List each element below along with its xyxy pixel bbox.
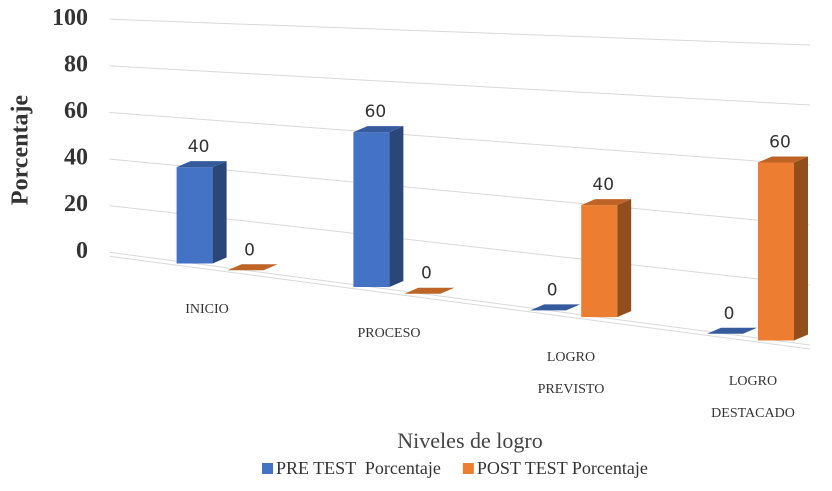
bar (581, 199, 632, 318)
legend-label: POST TEST Porcentaje (477, 458, 648, 478)
grid-line (109, 18, 811, 46)
bar (530, 304, 581, 311)
x-tick-label: LOGRO DESTACADO (711, 374, 795, 421)
data-label: 0 (724, 304, 735, 324)
grid-line (109, 251, 811, 346)
y-tick-label: 100 (52, 5, 88, 31)
bar-face (617, 199, 632, 318)
y-tick-label: 40 (64, 145, 88, 171)
y-tick-label: 60 (64, 98, 88, 124)
data-label: 60 (769, 132, 791, 152)
x-tick-label: LOGRO PREVISTO (537, 350, 605, 397)
x-tick-label: INICIO (185, 302, 229, 317)
bar (176, 161, 227, 264)
data-label: 0 (244, 240, 255, 260)
bar-face (758, 156, 808, 163)
y-tick-label: 0 (76, 238, 88, 264)
data-label: 40 (592, 175, 614, 195)
floor-edge (109, 255, 811, 350)
legend-label: PRE TEST Porcentaje (276, 458, 441, 478)
bar-face (353, 132, 390, 287)
bar-face (581, 205, 618, 318)
bar-face (176, 167, 213, 264)
bar-face (212, 161, 227, 264)
bar-face (227, 264, 278, 271)
bar (227, 264, 278, 271)
grid-line (109, 65, 811, 106)
legend-swatch (462, 463, 474, 474)
data-label: 40 (188, 137, 210, 157)
data-label: 0 (547, 280, 558, 300)
bar (404, 287, 455, 294)
x-axis-title: Niveles de logro (397, 428, 542, 453)
bar (707, 327, 757, 334)
y-tick-label: 20 (64, 191, 88, 217)
bar-face (758, 162, 794, 341)
y-tick-label: 80 (64, 51, 88, 77)
y-axis-title: Porcentaje (8, 95, 34, 206)
bar-face (353, 126, 404, 133)
legend-swatch (262, 463, 273, 474)
grid-line (109, 111, 811, 166)
bar-face (404, 287, 455, 294)
bar-face (794, 156, 808, 341)
bar-face (530, 304, 581, 311)
bar-face (581, 199, 632, 206)
bar-face (389, 126, 404, 287)
bar-face (707, 327, 757, 334)
data-label: 0 (421, 264, 432, 284)
bar (353, 126, 404, 287)
bar (758, 156, 808, 341)
x-tick-label: PROCESO (357, 326, 421, 341)
data-label: 60 (365, 102, 387, 122)
bar-face (176, 161, 227, 168)
